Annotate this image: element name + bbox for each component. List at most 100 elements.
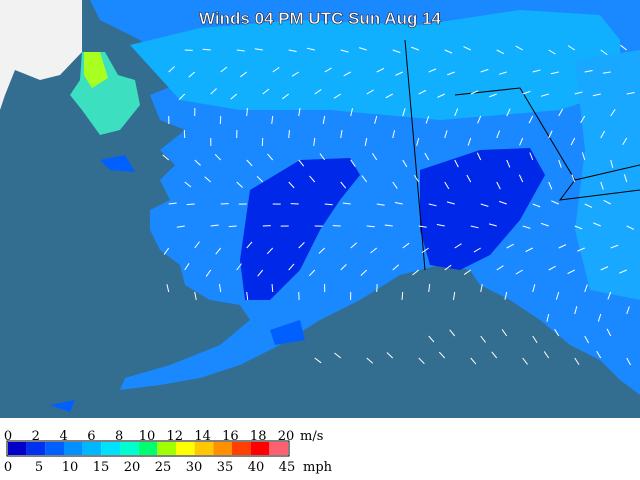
- ms-label: 8: [115, 429, 123, 444]
- wind-arrow: [402, 159, 408, 168]
- wind-arrow: [476, 152, 482, 161]
- wind-arrow: [350, 159, 356, 167]
- wind-arrow: [532, 284, 536, 293]
- wind-arrow: [444, 181, 450, 190]
- wind-arrow: [313, 137, 316, 147]
- legend-swatch: [45, 442, 64, 455]
- wind-arrow: [540, 93, 549, 97]
- wind-arrow: [463, 46, 471, 51]
- wind-arrow: [418, 357, 425, 365]
- mph-label: 10: [62, 460, 79, 475]
- mph-label: 5: [35, 460, 43, 475]
- wind-arrow: [240, 71, 248, 78]
- wind-arrow: [551, 200, 559, 205]
- wind-arrow: [473, 247, 481, 253]
- legend-swatch: [194, 442, 214, 455]
- wind-arrow: [166, 284, 170, 293]
- wind-arrow: [194, 241, 200, 249]
- wind-arrow: [236, 263, 242, 271]
- wind-arrow: [376, 67, 385, 73]
- wind-arrow: [626, 306, 630, 315]
- wind-arrow: [214, 153, 222, 161]
- wind-arrow: [324, 203, 333, 206]
- ms-label: 10: [139, 429, 156, 444]
- wind-arrow: [395, 71, 403, 76]
- wind-arrow: [376, 203, 385, 206]
- wind-arrow: [392, 49, 401, 54]
- wind-arrow: [298, 159, 305, 167]
- borders: [404, 39, 640, 271]
- wind-arrow: [236, 49, 245, 52]
- ms-label: 0: [4, 429, 12, 444]
- wind-arrow: [555, 291, 560, 300]
- wind-arrow: [272, 67, 280, 73]
- wind-arrow: [298, 241, 305, 249]
- wind-arrow: [600, 181, 604, 190]
- wind-arrow: [306, 47, 315, 51]
- wind-arrow: [385, 93, 393, 99]
- ms-label: 16: [222, 429, 239, 444]
- wind-arrow: [610, 244, 619, 249]
- wind-arrow: [374, 115, 378, 124]
- wind-arrow: [401, 291, 404, 301]
- wind-arrow: [350, 242, 358, 249]
- wind-arrow: [463, 269, 472, 275]
- wind-arrow: [314, 89, 322, 95]
- legend-swatch: [26, 442, 46, 455]
- wind-arrow: [267, 153, 274, 161]
- wind-arrow: [506, 108, 511, 117]
- wind-arrow: [600, 49, 608, 56]
- wind-arrow: [282, 93, 290, 100]
- wind-arrow: [470, 225, 479, 229]
- ms-label: 18: [250, 429, 267, 444]
- wind-arrow: [309, 175, 316, 183]
- wind-arrow: [438, 351, 446, 359]
- wind-arrow: [288, 263, 295, 271]
- wind-arrow: [574, 306, 578, 315]
- mph-label: 0: [4, 460, 12, 475]
- wind-arrow: [515, 269, 523, 275]
- mph-label: 40: [248, 460, 265, 475]
- wind-arrow: [384, 224, 393, 227]
- wind-arrow: [488, 223, 497, 227]
- wind-arrow: [184, 181, 192, 188]
- wind-arrow: [584, 69, 593, 73]
- wind-arrow: [371, 153, 378, 161]
- wind-arrow: [529, 152, 534, 161]
- legend-swatch: [176, 442, 195, 455]
- wind-arrow: [574, 91, 583, 95]
- mph-label: 45: [279, 460, 296, 475]
- wind-arrow: [581, 152, 586, 161]
- wind-arrow: [291, 71, 299, 77]
- wind-arrow: [480, 203, 489, 207]
- wind-arrow: [623, 174, 628, 183]
- wind-arrow: [444, 264, 452, 271]
- wind-arrow: [444, 49, 453, 54]
- wind-arrow: [370, 247, 378, 254]
- wind-arrow: [343, 71, 351, 77]
- wind-arrow: [504, 291, 508, 300]
- wind-arrow: [449, 329, 456, 337]
- wind-arrow: [496, 181, 501, 190]
- wind-arrow: [567, 269, 575, 275]
- wind-arrow: [454, 243, 462, 249]
- wind-arrow: [470, 357, 477, 365]
- wind-arrow: [619, 269, 627, 274]
- wind-arrow: [246, 291, 249, 301]
- ms-label: 4: [59, 429, 67, 444]
- wind-arrow: [210, 224, 219, 227]
- wind-arrow: [496, 49, 505, 55]
- legend-swatch: [64, 442, 83, 455]
- wind-arrow: [548, 49, 556, 55]
- ms-unit: m/s: [300, 429, 323, 444]
- wind-arrow: [584, 335, 590, 344]
- wind-arrow: [246, 159, 253, 167]
- wind-arrow: [519, 137, 524, 146]
- wind-arrow: [466, 174, 472, 183]
- wind-arrow: [620, 44, 628, 51]
- wind-arrow: [186, 203, 195, 206]
- wind-arrow: [436, 223, 445, 227]
- wind-arrow: [416, 137, 420, 146]
- wind-arrow: [194, 291, 197, 300]
